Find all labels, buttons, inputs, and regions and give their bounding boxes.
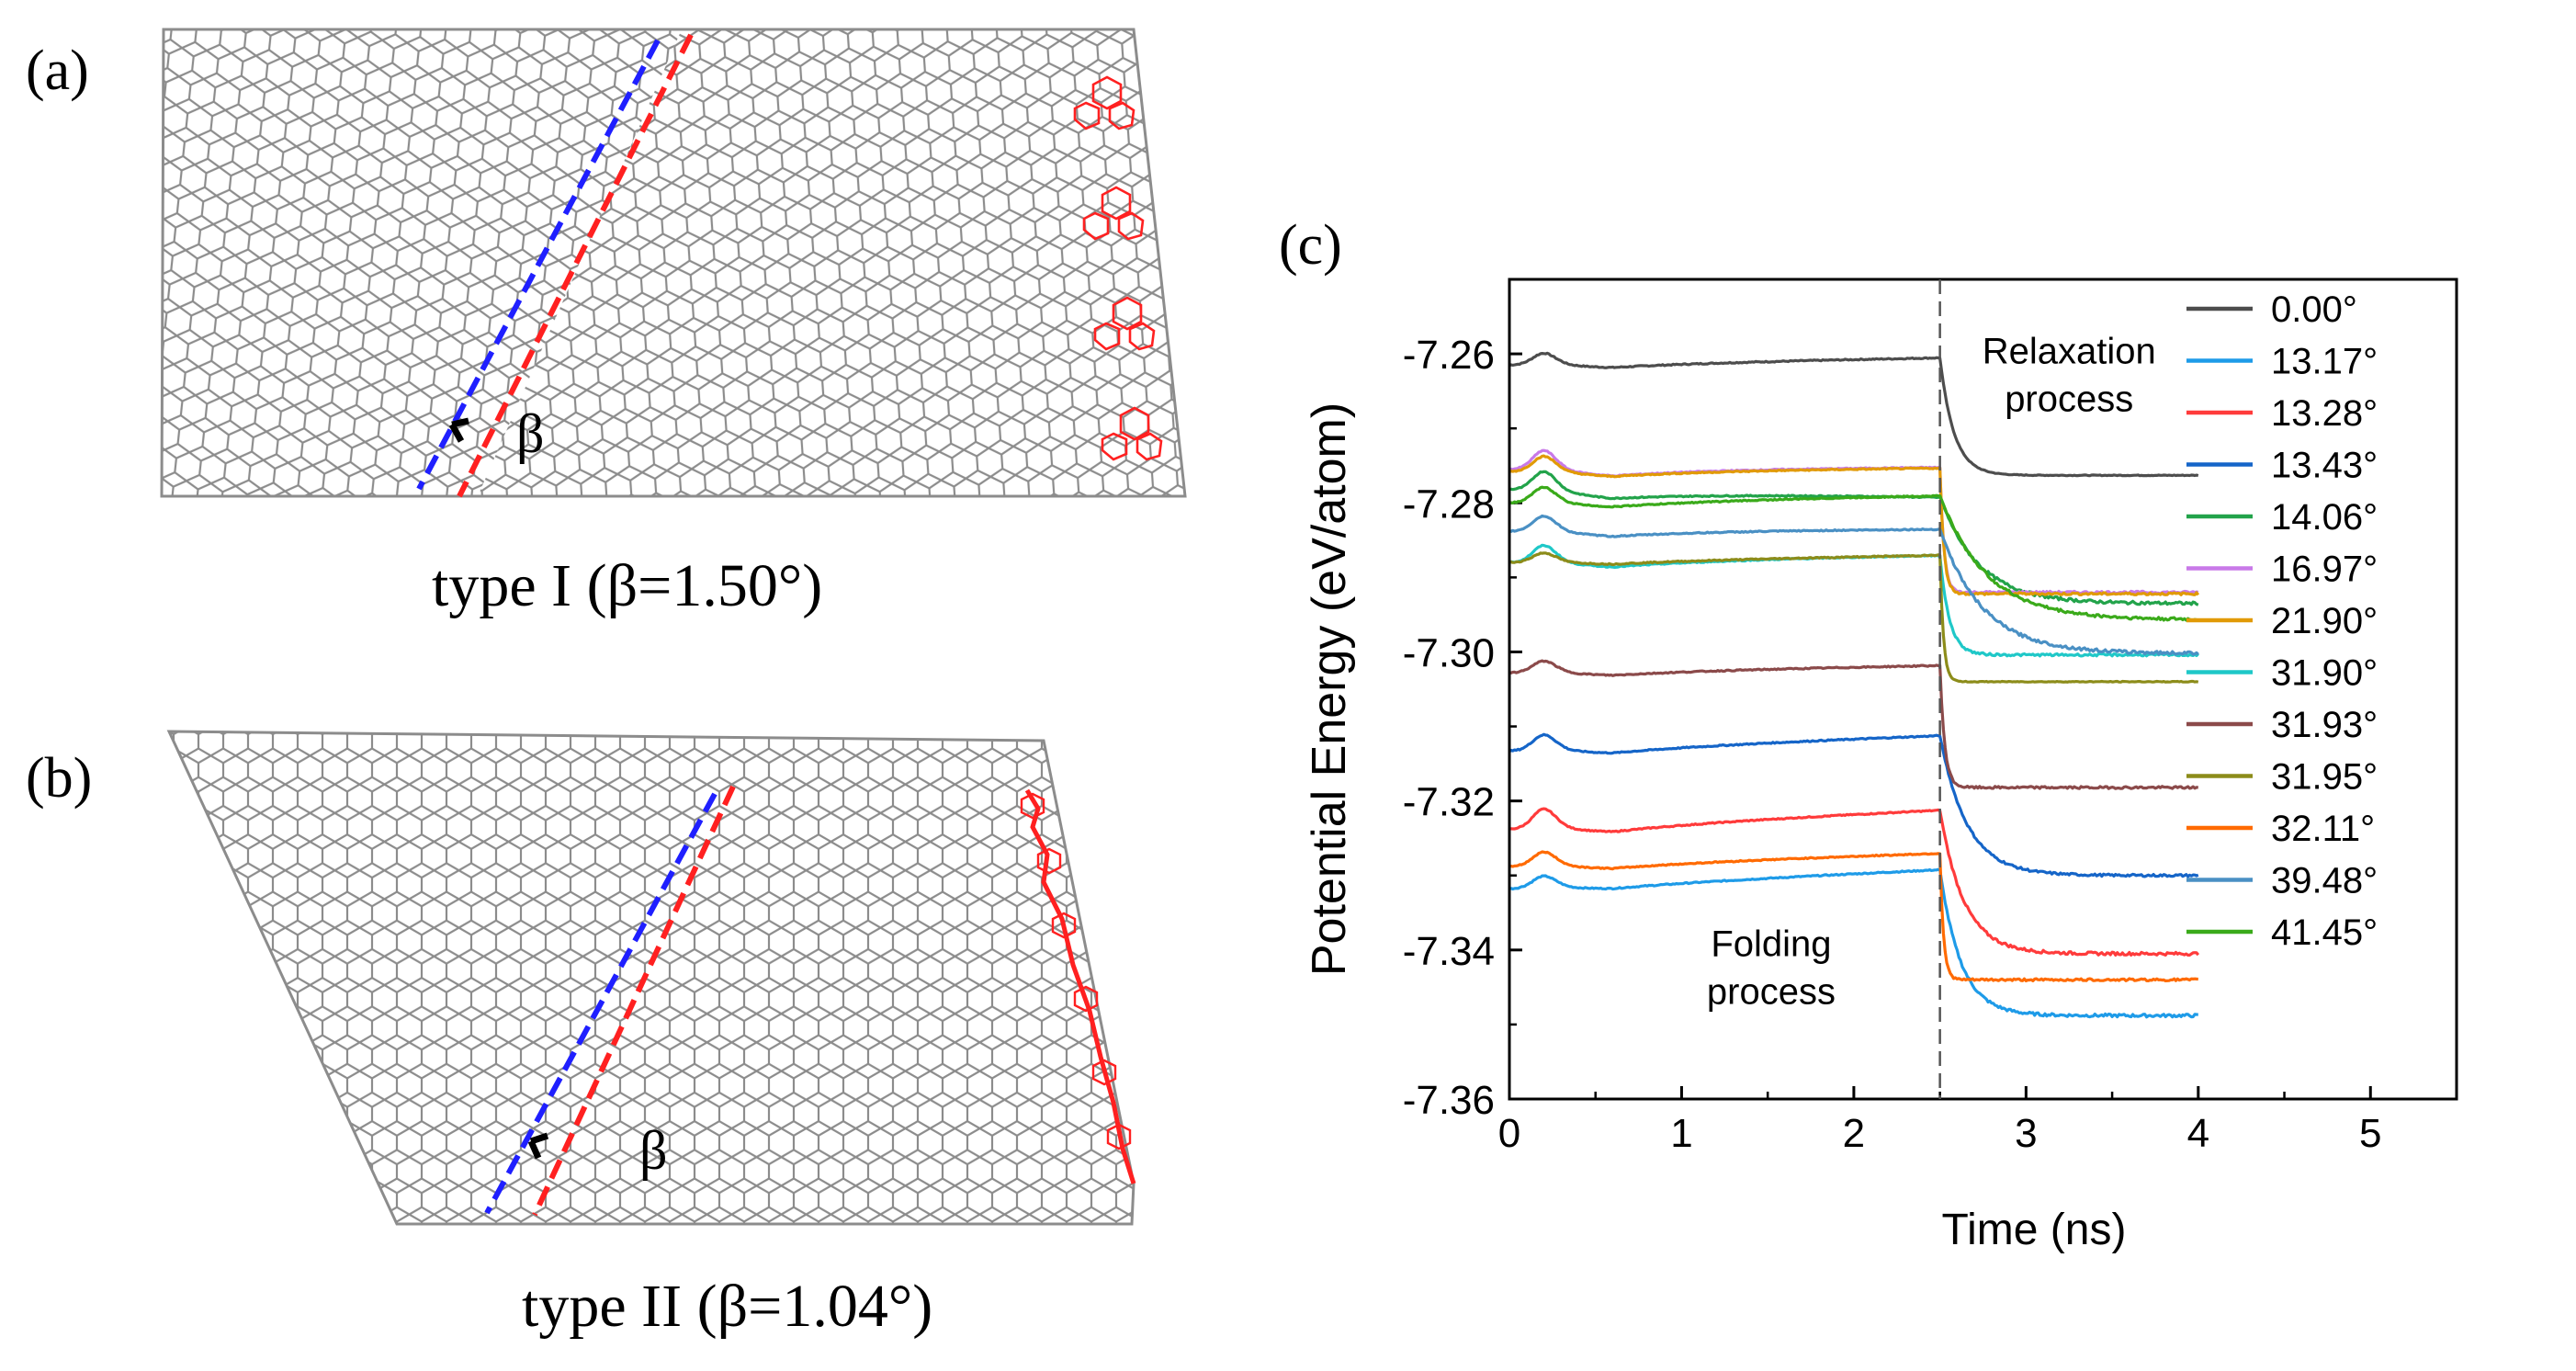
- legend-label: 31.93°: [2271, 705, 2378, 745]
- series-line-7: [1508, 454, 2200, 596]
- series-line-2: [1508, 867, 2198, 1019]
- y-tick-label: -7.36: [1403, 1078, 1495, 1123]
- y-tick-label: -7.34: [1403, 929, 1495, 974]
- folding-annotation: process: [1707, 971, 1836, 1012]
- legend-label: 31.90°: [2271, 653, 2378, 694]
- legend-label: 14.06°: [2271, 497, 2378, 538]
- legend-label: 32.11°: [2271, 809, 2375, 849]
- legend-label: 31.95°: [2271, 757, 2378, 798]
- legend-label: 13.28°: [2271, 393, 2378, 434]
- panel-b-label: (b): [26, 747, 93, 810]
- panel-b-caption: type II (β=1.04°): [522, 1273, 933, 1340]
- panel-b-red-dashed-line: [532, 785, 736, 1217]
- panel-a-defect-4: [1101, 406, 1163, 461]
- series-line-3: [1508, 807, 2200, 957]
- series-line-13: [1508, 485, 2199, 622]
- series-line-9: [1508, 659, 2198, 790]
- panel-a-beta-label: β: [516, 403, 545, 464]
- legend-label: 13.43°: [2271, 446, 2378, 486]
- series-line-5: [1508, 470, 2199, 606]
- folding-annotation: Folding: [1711, 923, 1831, 964]
- panel-b-graphene-figure: β: [166, 730, 1136, 1226]
- panel-b-beta-label: β: [639, 1120, 668, 1181]
- panel-a-defect-1: [1073, 75, 1135, 130]
- panel-b-defect-line: [1024, 788, 1136, 1184]
- panel-a-defect-3: [1093, 296, 1156, 351]
- x-axis-label: Time (ns): [1942, 1206, 2127, 1254]
- panel-a-blue-dashed-line: [416, 39, 661, 491]
- panel-a-caption: type I (β=1.50°): [432, 552, 823, 619]
- series-line-12: [1508, 514, 2199, 656]
- series-line-1: [1508, 351, 2199, 478]
- x-tick-label: 2: [1843, 1111, 1865, 1156]
- y-tick-label: -7.28: [1403, 482, 1495, 527]
- legend-label: 13.17°: [2271, 342, 2378, 382]
- legend-label: 16.97°: [2271, 550, 2378, 590]
- x-tick-label: 0: [1498, 1111, 1520, 1156]
- x-tick-label: 4: [2187, 1111, 2209, 1156]
- series-line-10: [1508, 551, 2199, 684]
- panel-c-label: (c): [1279, 214, 1342, 277]
- series-line-11: [1508, 850, 2198, 983]
- potential-energy-chart: 0 1 2 3 4 5 -7.26 -7.28 -7.30 -7.32 -7.34 -7.36 Rel…: [1303, 278, 2458, 1254]
- x-tick-label: 3: [2015, 1111, 2037, 1156]
- panel-a-graphene-figure: β: [160, 28, 1187, 498]
- relaxation-annotation: Relaxation: [1983, 332, 2156, 372]
- y-tick-label: -7.32: [1403, 780, 1495, 825]
- relaxation-annotation: process: [2005, 380, 2133, 420]
- series-line-4: [1508, 732, 2199, 878]
- legend-label: 21.90°: [2271, 601, 2378, 641]
- panel-b-angle-arc: [527, 1132, 549, 1160]
- legend-label: 41.45°: [2271, 912, 2378, 953]
- x-tick-label: 1: [1670, 1111, 1692, 1156]
- panel-a-angle-arc: [448, 417, 469, 443]
- panel-b-defect-hexes: [1020, 792, 1132, 1150]
- series-line-6: [1508, 448, 2199, 595]
- panel-a-label: (a): [26, 40, 89, 102]
- panel-a-defects: [1073, 75, 1163, 461]
- panel-a-defect-2: [1082, 186, 1145, 241]
- panel-b-blue-dashed-line: [484, 792, 717, 1215]
- y-tick-label: -7.26: [1403, 333, 1495, 378]
- y-axis-label: Potential Energy (eV/atom): [1303, 402, 1356, 976]
- legend-label: 0.00°: [2271, 289, 2357, 330]
- plot-frame: [1508, 278, 2458, 1101]
- panel-a-lattice: [160, 28, 1187, 498]
- panel-a-red-dashed-line: [457, 33, 694, 498]
- x-tick-label: 5: [2359, 1111, 2381, 1156]
- y-tick-label: -7.30: [1403, 630, 1495, 675]
- legend-label: 39.48°: [2271, 861, 2378, 901]
